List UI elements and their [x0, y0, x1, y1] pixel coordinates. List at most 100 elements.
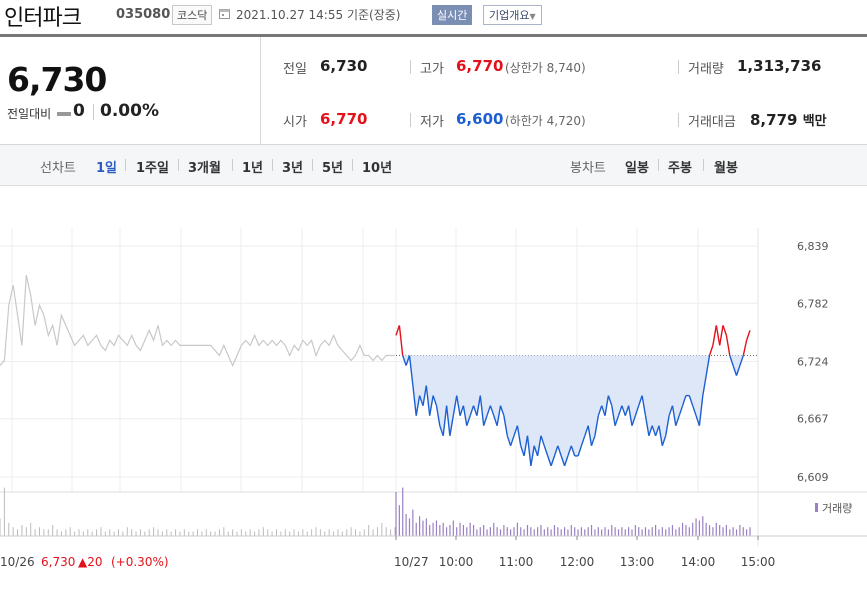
upper-limit: (상한가 8,740) [505, 59, 586, 76]
change-label: 전일대비 [7, 107, 52, 121]
today-segment [489, 405, 495, 416]
upper-limit-label: (상한가 [505, 61, 543, 75]
today-segment [735, 365, 741, 376]
current-price: 6,730 [7, 60, 107, 99]
today-segment [439, 425, 444, 437]
candle-monthly[interactable]: 월봉 [714, 161, 738, 176]
amount-unit: 백만 [802, 114, 827, 129]
today-segment [708, 345, 714, 356]
period-1w[interactable]: 1주일 [136, 161, 169, 176]
today-segment [580, 435, 586, 447]
today-segment [550, 455, 556, 467]
realtime-button[interactable]: 실시간 [432, 5, 473, 25]
quote-datetime: 2021.10.27 14:55 기준(장중) [236, 6, 400, 23]
today-segment [472, 405, 478, 416]
today-segment [466, 415, 471, 426]
today-segment [611, 405, 616, 426]
divider [260, 37, 261, 144]
today-area [396, 354, 758, 466]
market-badge: 코스닥 [172, 5, 213, 25]
today-segment [412, 385, 417, 416]
divider [232, 159, 233, 171]
today-segment [648, 425, 653, 437]
today-segment [509, 435, 515, 447]
today-segment [624, 405, 630, 416]
prev-day-line [0, 275, 395, 367]
today-segment [506, 435, 512, 447]
today-segment [408, 355, 414, 386]
today-segment [513, 425, 519, 437]
divider [93, 104, 94, 120]
today-segment [483, 415, 488, 426]
company-overview-button[interactable]: 기업개요▼ [483, 5, 542, 25]
caret-down-icon: ▼ [529, 12, 536, 21]
y-tick-label: 6,609 [797, 471, 829, 484]
price-chart[interactable]: 6,839 6,782 6,724 6,667 6,609 10/27 10:00 11:0… [0, 186, 867, 595]
period-10y[interactable]: 10년 [362, 161, 393, 176]
volume-legend-swatch [815, 503, 818, 512]
period-1y[interactable]: 1년 [242, 161, 264, 176]
y-tick-label: 6,839 [797, 240, 829, 253]
period-3m[interactable]: 3개월 [188, 161, 221, 176]
today-segment [523, 435, 529, 457]
low-label: 저가 [420, 115, 444, 130]
today-segment [452, 395, 458, 416]
period-5y[interactable]: 5년 [322, 161, 344, 176]
today-segment [681, 395, 687, 406]
divider [410, 113, 411, 127]
x-tick-label: 11:00 [499, 555, 534, 569]
today-segment [631, 415, 637, 426]
today-line [395, 325, 751, 467]
today-segment [432, 395, 438, 406]
today-segment [520, 445, 525, 457]
today-segment [651, 425, 657, 437]
upper-limit-value: 8,740) [546, 61, 586, 75]
today-segment [739, 355, 744, 366]
prev-day-series [0, 275, 395, 367]
candle-daily[interactable]: 일봉 [625, 161, 649, 176]
candle-chart-label: 봉차트 [570, 161, 606, 176]
today-segment [671, 405, 677, 426]
x-tick-label: 13:00 [620, 555, 655, 569]
today-segment [422, 385, 427, 406]
no-change-icon [57, 112, 71, 116]
today-segment [398, 325, 404, 356]
today-segment [469, 405, 475, 416]
candle-weekly[interactable]: 주봉 [668, 161, 692, 176]
today-segment [658, 425, 663, 446]
today-segment [621, 405, 626, 416]
today-segment [695, 415, 701, 426]
prev-close-value: 6,730 [320, 57, 368, 75]
today-segment [627, 405, 633, 426]
x-tick-label: 15:00 [741, 555, 776, 569]
today-segment [678, 405, 684, 416]
period-3y[interactable]: 3년 [282, 161, 304, 176]
today-segment [668, 405, 674, 416]
today-segment [715, 325, 721, 346]
today-segment [449, 415, 454, 436]
today-segment [493, 415, 498, 426]
today-segment [486, 405, 492, 416]
today-segment [442, 405, 448, 436]
today-segment [429, 395, 434, 416]
amount-value: 8,779 백만 [750, 110, 827, 129]
today-segment [402, 355, 407, 366]
divider [678, 113, 679, 127]
today-segment [533, 445, 539, 457]
today-segment [479, 395, 485, 426]
today-segment [405, 355, 411, 366]
lower-limit: (하한가 4,720) [505, 112, 586, 129]
stock-name: 인터파크 [4, 6, 82, 31]
today-segment [638, 395, 643, 406]
today-segment [587, 425, 593, 446]
today-segment [675, 415, 680, 426]
prev-day-pct: (+0.30%) [111, 555, 169, 569]
prev-day-label: 10/26 [0, 555, 35, 569]
lower-limit-label: (하한가 [505, 114, 543, 128]
today-segment [540, 435, 545, 447]
divider [678, 60, 679, 74]
x-tick-label: 10:00 [439, 555, 474, 569]
divider [658, 159, 659, 171]
period-toolbar [0, 145, 867, 186]
period-1d[interactable]: 1일 [96, 161, 118, 176]
